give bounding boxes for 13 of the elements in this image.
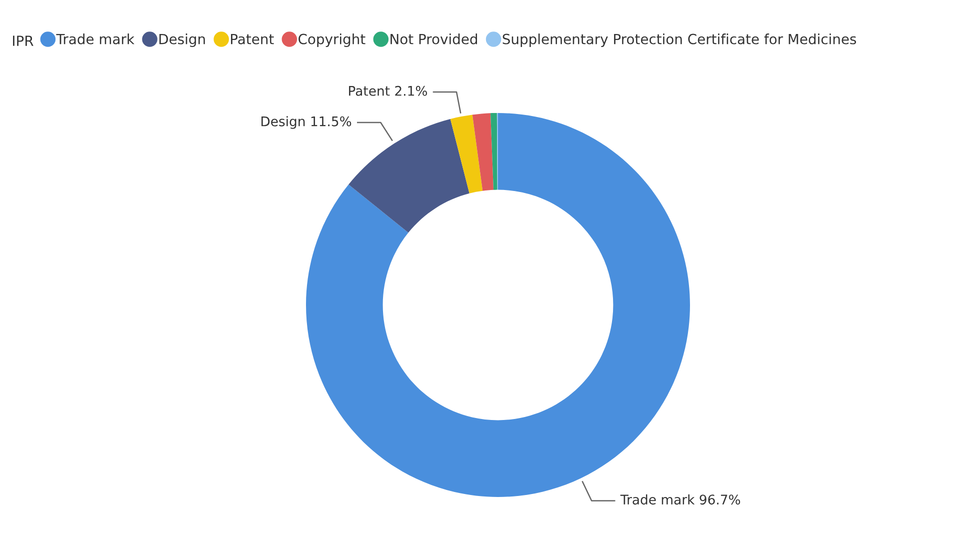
data-label: Patent 2.1% (349, 86, 427, 96)
donut-slice (490, 113, 498, 190)
data-label: Design 11.5% (261, 116, 352, 129)
legend-label: Copyright (298, 34, 366, 47)
data-label: Trade mark 96.7% (620, 494, 740, 505)
legend-label: Design (159, 34, 205, 47)
legend-label: Not Provided (390, 34, 477, 44)
legend-label: Trade mark (56, 34, 134, 44)
legend-label: Patent (231, 34, 274, 44)
donut-slice (472, 113, 494, 191)
legend-label: Supplementary Protection Certificate for Medicines (502, 34, 856, 47)
donut-slice (450, 114, 483, 194)
legend-title: IPR (13, 36, 34, 46)
